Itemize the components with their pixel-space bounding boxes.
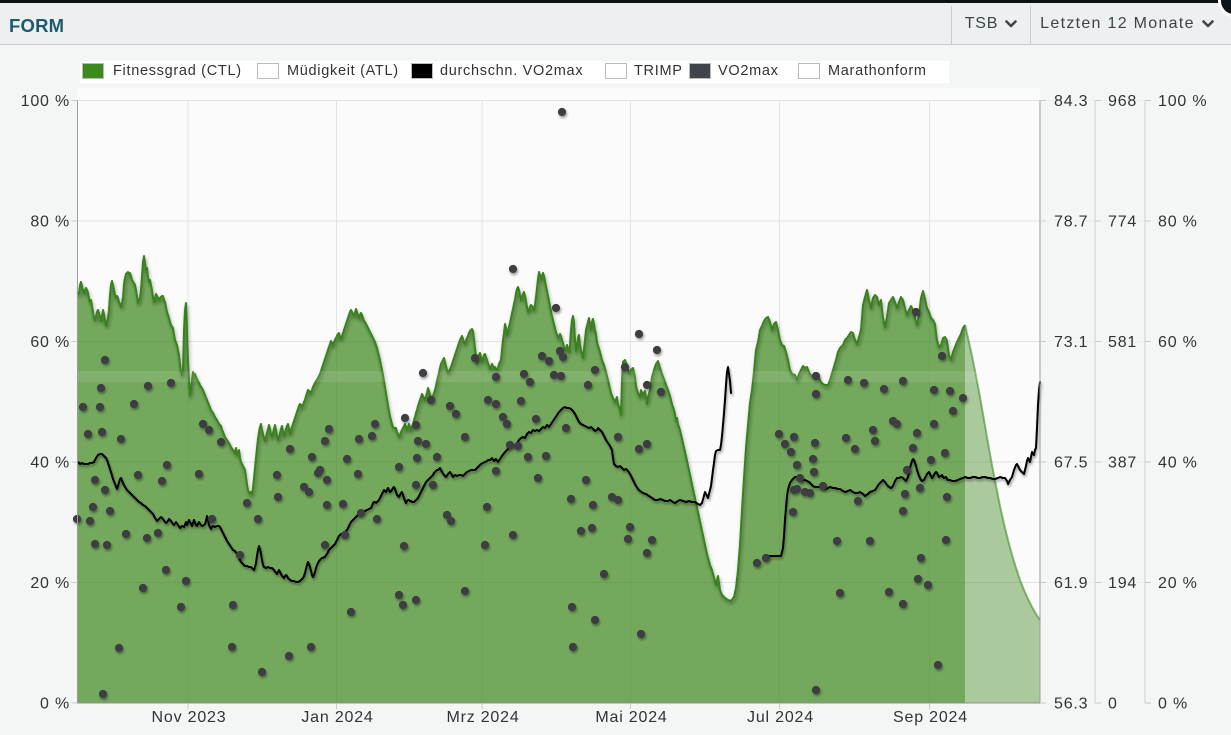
- svg-text:56.3: 56.3: [1054, 696, 1088, 713]
- svg-text:100 %: 100 %: [1158, 93, 1207, 110]
- svg-text:60 %: 60 %: [1158, 334, 1198, 351]
- svg-text:Jul 2024: Jul 2024: [747, 709, 814, 726]
- svg-text:78.7: 78.7: [1054, 214, 1088, 231]
- svg-text:67.5: 67.5: [1054, 455, 1088, 472]
- svg-text:40 %: 40 %: [30, 455, 70, 472]
- svg-text:0: 0: [1108, 696, 1118, 713]
- svg-text:0 %: 0 %: [1158, 696, 1188, 713]
- svg-text:40 %: 40 %: [1158, 455, 1198, 472]
- svg-text:774: 774: [1108, 214, 1137, 231]
- svg-text:Sep 2024: Sep 2024: [893, 709, 968, 726]
- svg-text:84.3: 84.3: [1054, 93, 1088, 110]
- svg-text:581: 581: [1108, 334, 1137, 351]
- svg-text:20 %: 20 %: [1158, 575, 1198, 592]
- svg-text:100 %: 100 %: [21, 93, 70, 110]
- svg-text:73.1: 73.1: [1054, 334, 1088, 351]
- svg-text:387: 387: [1108, 455, 1137, 472]
- svg-text:Jan 2024: Jan 2024: [301, 709, 373, 726]
- svg-text:80 %: 80 %: [30, 214, 70, 231]
- svg-text:Mai 2024: Mai 2024: [595, 709, 667, 726]
- svg-text:Nov 2023: Nov 2023: [152, 709, 227, 726]
- svg-text:968: 968: [1108, 93, 1137, 110]
- svg-text:60 %: 60 %: [30, 334, 70, 351]
- svg-text:0 %: 0 %: [40, 696, 70, 713]
- svg-text:80 %: 80 %: [1158, 214, 1198, 231]
- svg-text:194: 194: [1108, 575, 1137, 592]
- svg-text:Mrz 2024: Mrz 2024: [446, 709, 519, 726]
- svg-text:20 %: 20 %: [30, 575, 70, 592]
- svg-text:61.9: 61.9: [1054, 575, 1088, 592]
